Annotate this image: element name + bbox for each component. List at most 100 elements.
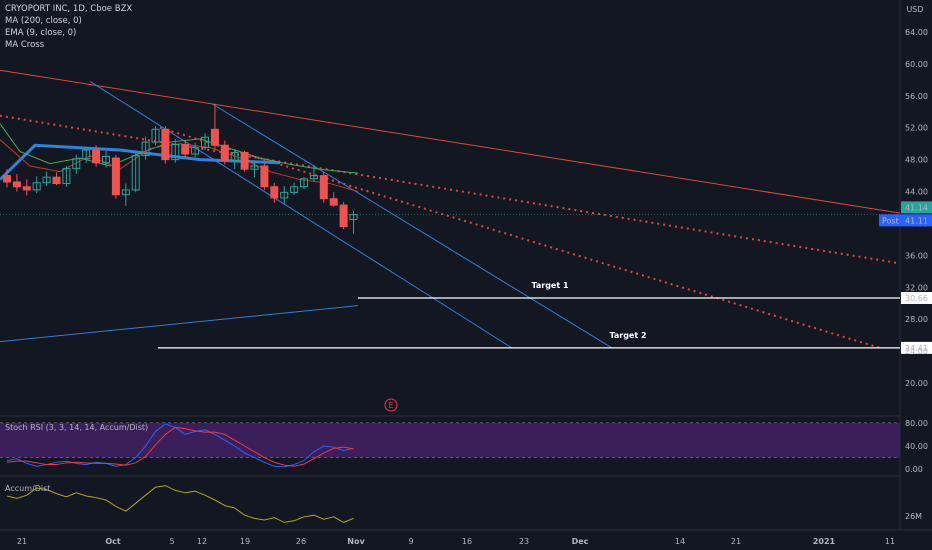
target-lines: Target 1 30.66 Target 2 24.41 E [158,281,932,412]
candle-body [141,141,150,157]
accum-tick-label: 26M [905,512,922,521]
long-downtrend-line [0,69,901,214]
candle-body [62,167,71,185]
time-tick-label: 2021 [813,537,836,546]
candle-body [240,151,249,170]
accum-dist-line [6,485,354,523]
candle-body [171,143,180,161]
time-tick-label: 21 [731,537,741,546]
post-label-badge [879,214,901,227]
candle-body [102,155,110,164]
candle-body [220,144,229,161]
candle-body [280,191,289,199]
support-trend-line [0,305,359,343]
stoch-tick-label: 80.00 [905,419,928,428]
price-tick-label: 60.00 [905,60,928,69]
stoch-title: Stoch RSI (3, 3, 14, 14, Accum/Dist) [5,423,148,432]
channel-lower-line [89,80,513,349]
price-tick-label: 44.00 [905,188,928,197]
time-tick-label: Dec [572,537,589,546]
candle-body [22,186,31,191]
legend-ma200[interactable]: MA (200, close, 0) [5,16,82,26]
candle-body [349,214,358,220]
accum-dist-pane: Accum/Dist 26M [5,484,922,523]
stoch-tick-label: 0.00 [905,465,923,474]
trendlines [0,69,901,349]
last-price-label: 41.14 [905,203,928,212]
legend-ma-cross[interactable]: MA Cross [5,40,45,50]
candle-body [151,128,160,143]
moving-averages [0,123,900,215]
last-price-badge [901,201,932,214]
post-price-badge [901,214,932,227]
accum-title: Accum/Dist [5,484,50,493]
dotted-trend-line [0,114,901,265]
target-label: Target 2 [609,331,646,340]
time-tick-label: 26 [296,537,306,546]
candle-body [300,178,308,188]
time-axis[interactable]: 21 Oct 5 12 19 26 Nov 9 16 23 Dec 14 21 2021 11 [17,537,895,546]
candle-body [191,147,200,155]
target-price-badge [901,341,932,354]
price-tick-label: 64.00 [905,28,928,37]
channel-upper-line [211,103,613,349]
candle-body [92,149,101,164]
candle-body [12,181,21,188]
candle-body [32,182,41,191]
time-tick-label: Nov [347,537,365,546]
chart-grid [0,0,932,531]
candle-body [82,149,91,160]
post-price-label: 41.11 [905,216,928,225]
candlestick-series [3,103,358,234]
symbol-title[interactable]: CRYOPORT INC, 1D, Cboe BZX [5,4,133,14]
candle-body [161,128,170,161]
time-tick-label: 21 [17,537,27,546]
currency-label: USD [906,5,923,14]
legend-ema9[interactable]: EMA (9, close, 0) [5,28,77,38]
post-label: Post [882,216,899,225]
stoch-tick-label: 40.00 [905,442,928,451]
candle-body [290,186,299,193]
candle-body [210,128,219,146]
candle-body [309,175,318,180]
candle-body [339,204,348,228]
price-tick-label: 32.00 [905,283,928,292]
time-tick-label: 16 [462,537,472,546]
candle-body [230,151,239,161]
stoch-d-line [6,426,354,467]
candle-body [319,175,328,200]
candle-body [52,176,61,185]
earnings-marker [384,398,398,412]
target-price-label: 24.41 [905,344,928,353]
candle-body [131,155,140,191]
target-price-label: 30.66 [905,294,928,303]
stoch-k-line [6,423,354,468]
price-tick-label: 28.00 [905,315,928,324]
price-tick-label: 20.00 [905,379,928,388]
candle-body [181,143,190,155]
time-tick-label: 11 [885,537,895,546]
candle-body [121,189,130,196]
chart-legend: CRYOPORT INC, 1D, Cboe BZX MA (200, clos… [5,3,132,51]
time-tick-label: 12 [197,537,207,546]
price-axis[interactable]: USD64.0060.0056.0052.0048.0044.0040.0036… [879,5,932,388]
price-tick-label: 48.00 [905,156,928,165]
candle-body [72,158,81,169]
candle-body [329,198,338,206]
candle-body [260,165,269,188]
price-tick-label: 24.00 [905,347,928,356]
stoch-rsi-pane: Stoch RSI (3, 3, 14, 14, Accum/Dist) 80.0… [0,419,928,474]
candle-body [42,176,51,184]
time-tick-label: 5 [169,537,174,546]
target-label: Target 1 [531,281,569,290]
target-price-badge [901,292,932,305]
time-tick-label: Oct [105,537,121,546]
time-tick-label: 14 [675,537,685,546]
candle-body [111,157,120,196]
price-tick-label: 56.00 [905,92,928,101]
candle-body [250,165,259,170]
price-tick-label: 36.00 [905,251,928,260]
candle-body [3,175,11,183]
time-tick-label: 19 [240,537,250,546]
